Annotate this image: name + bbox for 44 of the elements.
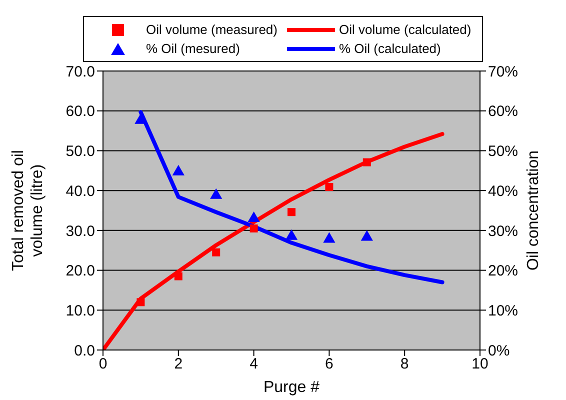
y2-tick-label: 10% [488,302,518,320]
y2-tick-label: 30% [488,222,518,240]
x-tick-label: 10 [472,356,488,373]
point [210,188,222,199]
y2-tick-label: 50% [488,143,518,160]
y-tick-label: 10.0 [66,302,95,320]
y-tick-label: 30.0 [66,222,95,240]
y2-tick-label: 0% [488,342,510,360]
x-tick-label: 6 [325,356,334,373]
line-series [103,132,444,350]
y2-tick-label: 70% [488,63,518,80]
x-tick-label: 8 [400,356,409,373]
point [288,208,296,216]
y2-tick-label: 20% [488,262,518,280]
legend-label: % Oil (mesured) [146,41,240,56]
y-tick-label: 60.0 [66,103,95,120]
y2-tick-label: 60% [488,103,518,120]
point [248,211,260,222]
y-tick-label: 70.0 [66,63,95,80]
y2-axis-title: Oil concentration [525,150,542,271]
point [325,182,334,191]
point [285,229,298,240]
x-tick-label: 4 [250,356,258,373]
y2-tick-label: 40% [488,182,518,200]
point [136,298,145,306]
x-tick-label: 2 [174,356,183,373]
point [172,164,184,176]
legend-label: Oil volume (calculated) [339,22,472,37]
legend-label: % Oil (calculated) [339,41,441,56]
x-axis-title: Purge # [263,379,320,396]
point [212,248,220,256]
point [360,230,373,241]
point [250,224,258,232]
y-axis-title: Total removed oil volume (litre) [10,150,46,271]
y-tick-label: 20.0 [66,262,95,280]
point [362,158,371,166]
y-tick-label: 40.0 [66,182,95,200]
point [323,232,336,243]
y-tick-label: 50.0 [66,143,95,160]
y-tick-label: 0.0 [74,342,95,360]
x-tick-label: 0 [98,356,108,373]
legend-label: Oil volume (measured) [146,22,278,37]
point [174,272,182,280]
line-series [138,110,444,284]
